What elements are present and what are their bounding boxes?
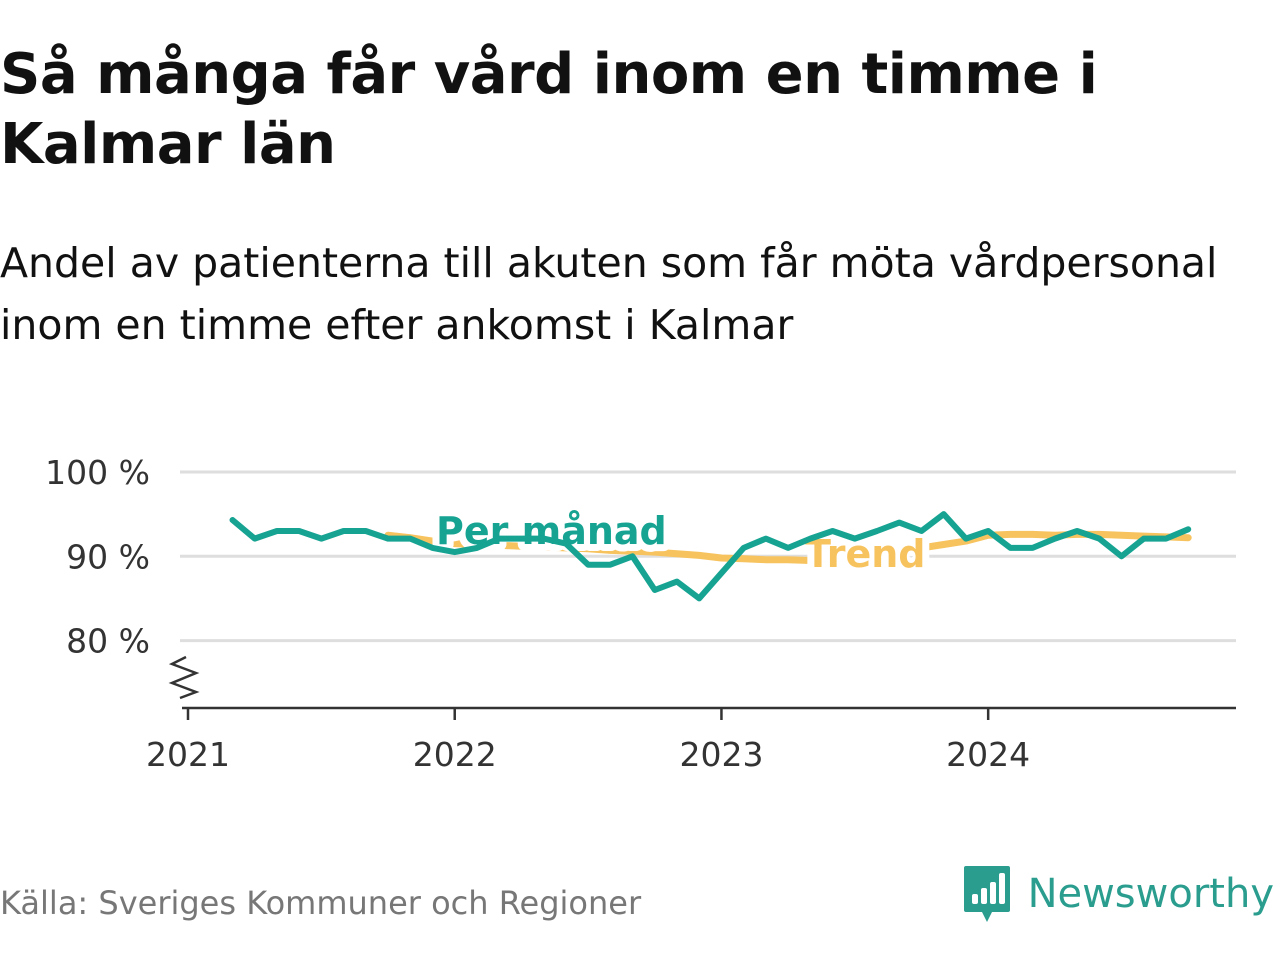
x-tick-label: 2021 — [146, 735, 230, 774]
monthly-series — [229, 511, 1192, 602]
x-axis: 2021 2022 2023 2024 — [146, 655, 1236, 774]
y-tick-label: 90 % — [66, 537, 150, 576]
line-chart: 80 % 90 % 100 % 2021 2022 2023 2024 Per månad… — [45, 453, 1236, 774]
gridlines: 80 % 90 % 100 % — [45, 453, 1236, 661]
y-tick-label: 80 % — [66, 622, 150, 661]
trend-series — [384, 530, 1192, 564]
label-trend: Trend — [805, 532, 926, 576]
x-tick-label: 2024 — [946, 735, 1030, 774]
brand-name: Newsworthy — [1027, 871, 1274, 917]
newsworthy-logo-icon — [963, 866, 1010, 922]
x-tick-label: 2022 — [413, 735, 497, 774]
chart-title: Så många får vård inom en timme i Kalmar… — [0, 42, 1098, 177]
source-note: Källa: Sveriges Kommuner och Regioner — [0, 884, 642, 922]
y-tick-label: 100 % — [45, 453, 150, 492]
axis-break-icon — [168, 655, 200, 700]
trend-line — [384, 530, 1192, 564]
x-tick-label: 2023 — [679, 735, 763, 774]
monthly-line — [229, 511, 1192, 602]
chart-subtitle: Andel av patienterna till akuten som får… — [0, 239, 1218, 349]
brand-logo[interactable]: Newsworthy — [962, 862, 1274, 926]
